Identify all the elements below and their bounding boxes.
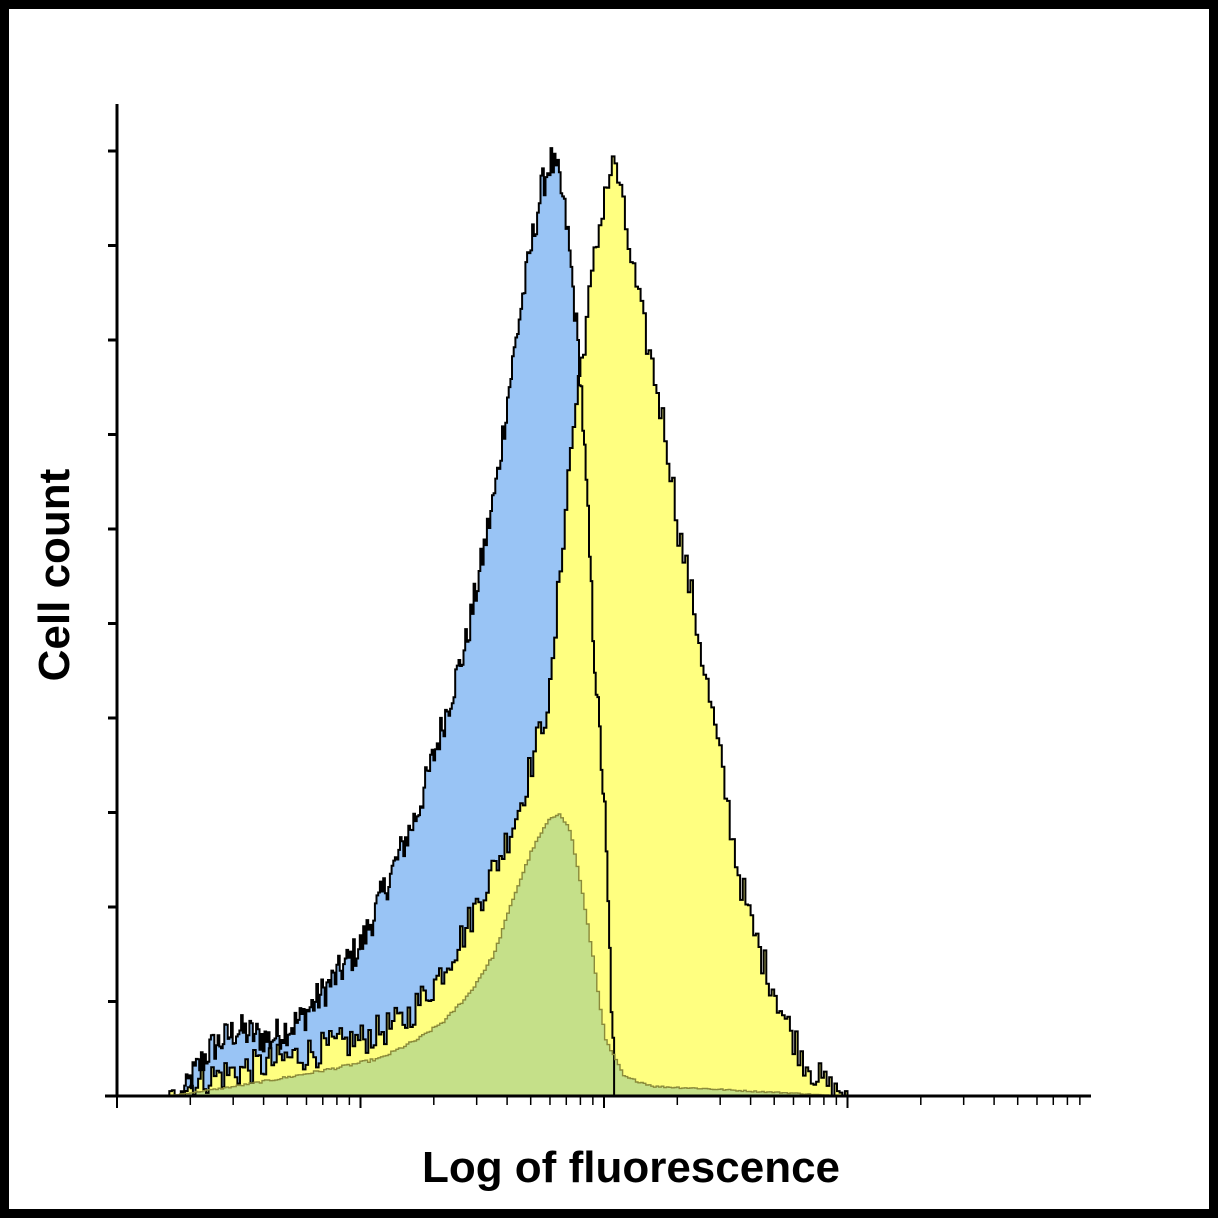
histogram-series-3-fill: [166, 813, 837, 1096]
histogram-series-2-fill: [166, 156, 848, 1096]
histogram-series-1-outline: [179, 147, 616, 1097]
x-axis-title: Log of fluorescence: [422, 1143, 840, 1192]
y-axis-title: Cell count: [30, 468, 79, 681]
histogram-chart: Log of fluorescence Cell count: [30, 104, 1091, 1192]
histogram-series-2-outline: [166, 155, 849, 1097]
histogram-series-3-outline: [166, 813, 838, 1097]
